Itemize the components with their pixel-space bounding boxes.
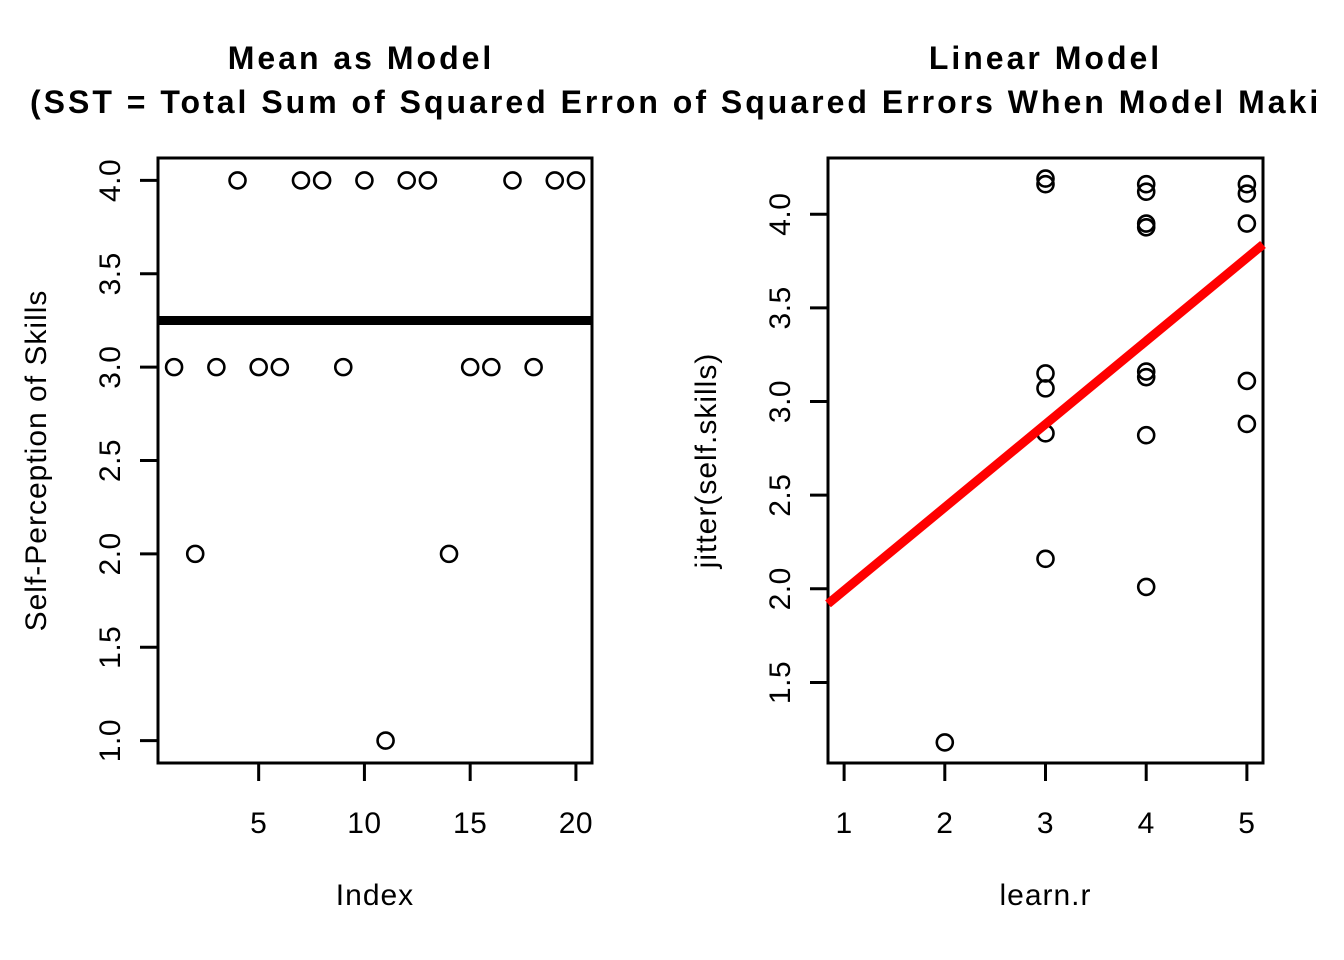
y-tick-label: 2.0 [764,567,797,610]
y-tick-label: 2.0 [94,532,127,575]
y-axis-label: Self-Perception of Skills [20,290,53,632]
regression-line [825,241,1266,608]
y-tick-label: 4.0 [764,193,797,236]
data-point [355,171,374,190]
data-point [460,357,480,377]
y-tick-label: 3.0 [764,380,797,423]
data-point [439,544,459,564]
data-point [935,733,955,752]
x-tick-label: 3 [1037,807,1054,840]
plot-box [156,156,594,765]
data-point [1036,379,1055,398]
x-axis-label: Index [336,879,414,912]
data-point [1136,425,1156,445]
y-tick-label: 3.5 [764,286,797,329]
x-tick-label: 15 [453,807,487,840]
data-point [1136,367,1156,387]
data-point [418,171,438,190]
data-point [228,171,247,190]
data-point [376,731,395,750]
left-panel-title: Mean as Model [227,40,495,76]
data-point [1237,214,1257,233]
data-point [207,357,226,377]
data-point [1237,184,1257,203]
y-tick-label: 3.5 [94,252,127,295]
data-point [1036,174,1055,194]
y-tick-label: 2.5 [764,474,797,517]
x-tick-label: 4 [1138,807,1155,840]
x-tick-label: 10 [347,807,381,840]
data-point [524,357,543,377]
data-point [333,357,353,377]
y-tick-label: 3.0 [94,346,127,389]
data-point [270,357,290,377]
data-point [1136,182,1156,202]
x-tick-label: 5 [250,807,267,840]
data-point [503,171,522,190]
plot-box [826,156,1265,765]
y-tick-label: 1.5 [764,661,797,704]
y-tick-label: 1.5 [94,626,127,669]
data-point [1136,362,1156,381]
data-point [291,171,311,190]
x-axis-label: learn.r [999,879,1091,912]
data-point [164,357,184,377]
y-tick-label: 4.0 [94,159,127,202]
data-point [1237,371,1257,391]
figure-subtitle: (SST = Total Sum of Squared Erron of Squ… [30,84,1322,120]
x-tick-label: 1 [836,807,853,840]
y-tick-label: 1.0 [94,719,127,762]
data-point [397,171,417,190]
data-point [566,171,586,190]
x-tick-label: 2 [936,807,953,840]
data-point [1237,414,1257,434]
x-tick-label: 5 [1238,807,1255,840]
x-tick-label: 20 [559,807,593,840]
data-point [1136,218,1156,237]
y-axis-label: jitter(self.skills) [690,353,723,570]
right-panel-title: Linear Model [928,40,1163,76]
data-point [1036,549,1055,569]
data-point [185,544,205,564]
data-point [1136,174,1156,194]
data-point [312,171,332,190]
y-tick-label: 2.5 [94,439,127,482]
data-point [545,171,565,190]
data-point [1237,174,1257,194]
data-point [1036,169,1055,188]
data-point [249,357,268,377]
data-point [482,357,501,377]
data-point [1036,364,1055,383]
data-point [1136,577,1156,597]
